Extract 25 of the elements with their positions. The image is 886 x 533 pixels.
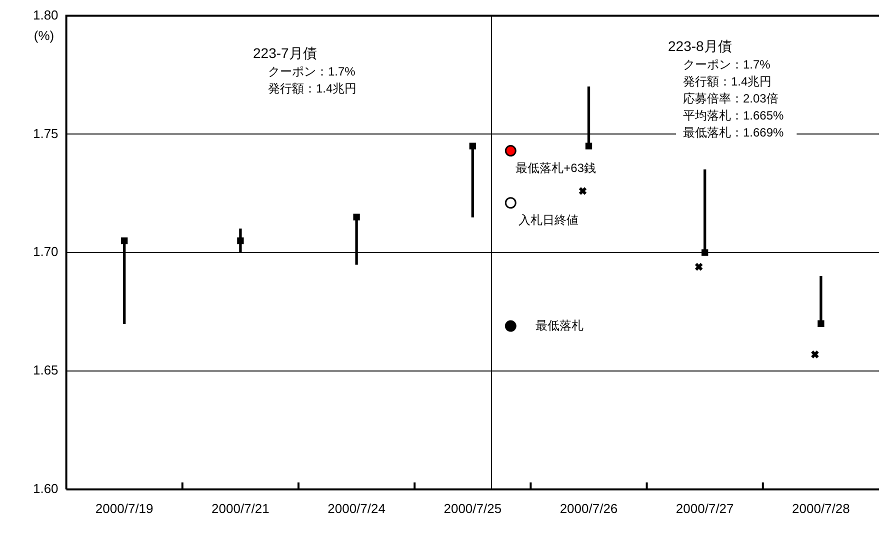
y-tick-label: 1.80 bbox=[32, 7, 58, 22]
x-tick-label: 2000/7/27 bbox=[676, 500, 734, 516]
series-label: 最低落札+63銭 bbox=[516, 161, 596, 176]
annotation: 最低落札：1.669% bbox=[683, 125, 784, 140]
x-tick-label: 2000/7/28 bbox=[792, 500, 850, 516]
annotation: 平均落札：1.665% bbox=[683, 108, 784, 122]
x-tick-label: 2000/7/25 bbox=[444, 500, 502, 516]
annotation: クーポン：1.7% bbox=[683, 57, 771, 72]
x-tick-label: 2000/7/24 bbox=[328, 500, 386, 516]
annotation: クーポン：1.7% bbox=[268, 64, 356, 78]
x-tick-label: 2000/7/21 bbox=[212, 500, 270, 516]
annotation: 発行額：1.4兆円 bbox=[683, 74, 772, 88]
annotation: 発行額：1.4兆円 bbox=[268, 81, 357, 96]
x-tick-label: 2000/7/19 bbox=[95, 500, 154, 516]
y-axis-title: (%) bbox=[34, 28, 54, 43]
series-label: 入札日終値 bbox=[518, 213, 579, 228]
annotation: 223-7月債 bbox=[253, 44, 317, 61]
series-label: 最低落札 bbox=[536, 318, 584, 332]
y-tick-label: 1.75 bbox=[32, 126, 58, 141]
x-tick-label: 2000/7/26 bbox=[560, 500, 618, 516]
annotation: 223-8月債 bbox=[668, 38, 732, 54]
annotation: 応募倍率：2.03倍 bbox=[683, 91, 778, 106]
y-tick-label: 1.70 bbox=[32, 244, 58, 260]
y-tick-label: 1.65 bbox=[32, 362, 58, 378]
y-tick-label: 1.60 bbox=[32, 480, 58, 496]
